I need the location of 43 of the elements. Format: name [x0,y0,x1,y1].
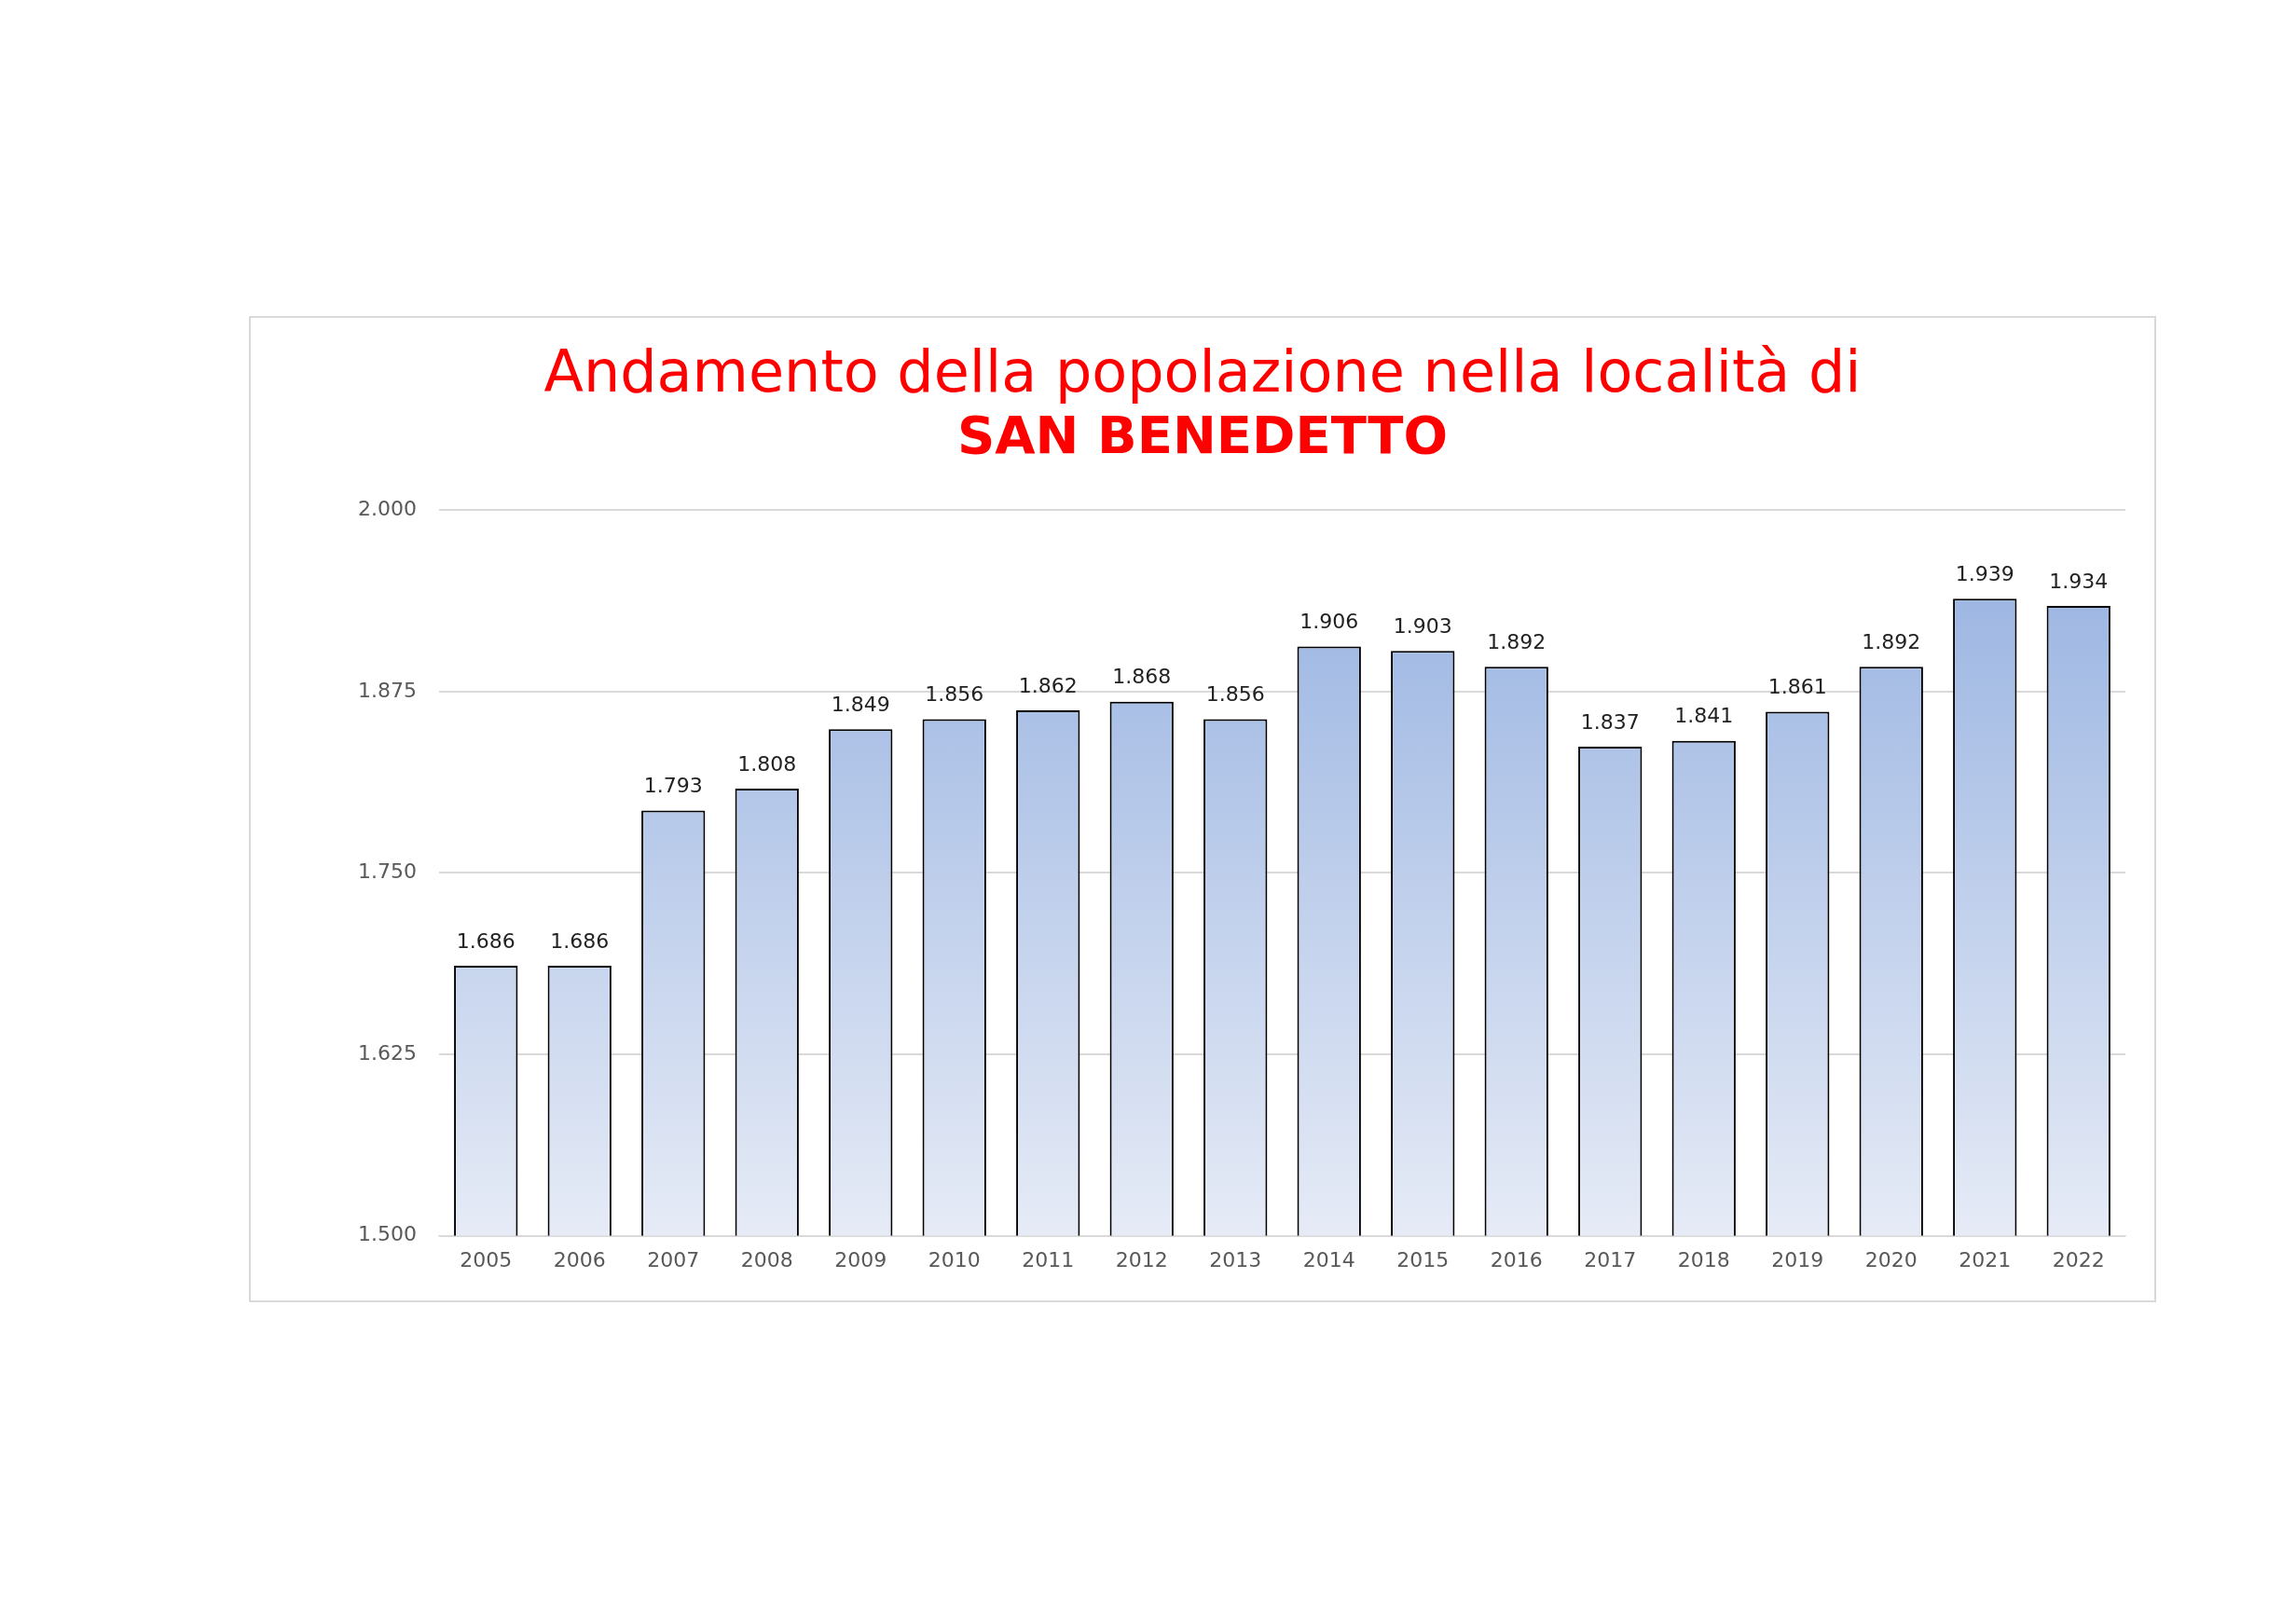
data-label: 1.939 [1955,561,2014,585]
x-tick-label: 2018 [1677,1247,1730,1271]
y-tick-label: 2.000 [358,496,417,520]
chart-subtitle: SAN BENEDETTO [956,405,1450,465]
data-label: 1.856 [925,682,984,707]
x-tick-label: 2005 [460,1247,513,1271]
data-label: 1.868 [1112,665,1172,689]
data-label: 1.686 [550,928,610,953]
data-label: 1.841 [1674,704,1734,728]
x-tick-label: 2017 [1584,1247,1637,1271]
data-label: 1.934 [2049,569,2109,593]
x-tick-label: 2016 [1490,1247,1543,1271]
data-label: 1.837 [1580,709,1640,734]
data-label: 1.892 [1487,630,1547,654]
data-label: 1.861 [1767,675,1827,699]
data-label: 1.856 [1205,682,1265,707]
x-tick-label: 2009 [834,1247,887,1271]
data-label: 1.793 [643,774,703,798]
x-tick-label: 2019 [1771,1247,1824,1271]
data-label: 1.903 [1393,613,1452,638]
x-tick-label: 2006 [553,1247,606,1271]
x-tick-label: 2020 [1864,1247,1918,1271]
data-label: 1.849 [831,693,890,716]
y-tick-label: 1.500 [358,1222,417,1246]
x-tick-label: 2010 [928,1247,981,1271]
x-tick-label: 2008 [740,1247,793,1271]
chart-title: Andamento della popolazione nella località di [543,337,1863,406]
data-label: 1.686 [456,928,516,953]
y-tick-label: 1.875 [358,678,417,702]
x-tick-label: 2014 [1302,1247,1355,1271]
x-tick-label: 2011 [1022,1247,1075,1271]
x-tick-label: 2013 [1209,1247,1262,1271]
y-tick-label: 1.750 [358,859,417,884]
y-tick-label: 1.625 [358,1040,417,1065]
data-label: 1.862 [1018,673,1078,697]
data-label: 1.892 [1862,630,1921,654]
x-tick-label: 2021 [1959,1247,2012,1271]
x-tick-label: 2022 [2052,1247,2105,1271]
x-tick-label: 2012 [1115,1247,1168,1271]
x-tick-label: 2007 [647,1247,700,1271]
x-tick-label: 2015 [1396,1247,1450,1271]
data-label: 1.808 [737,751,797,776]
data-label: 1.906 [1299,610,1359,634]
